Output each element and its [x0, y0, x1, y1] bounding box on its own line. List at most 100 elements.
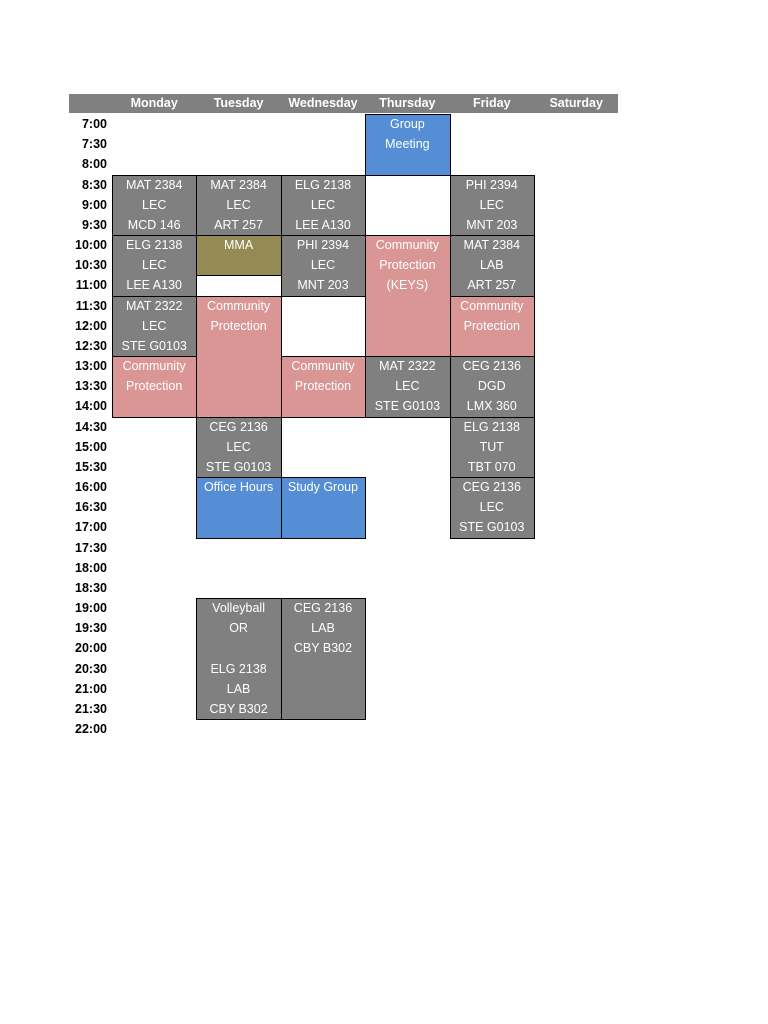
block-text: MAT 2384	[125, 177, 183, 192]
block-text: Protection	[379, 258, 436, 273]
schedule-block	[449, 235, 535, 297]
time-label: 15:30	[75, 459, 107, 474]
schedule-block	[280, 174, 367, 236]
block-text: CEG 2136	[462, 359, 521, 374]
block-text: Protection	[294, 379, 352, 394]
header-bar	[69, 94, 618, 113]
block-text: ELG 2138	[294, 177, 352, 192]
schedule-block	[280, 356, 367, 418]
block-text: ELG 2138	[463, 419, 520, 434]
time-label: 21:30	[75, 701, 107, 716]
block-text: CEG 2136	[293, 601, 353, 616]
block-text: LEC	[479, 197, 504, 212]
time-label: 7:00	[81, 117, 107, 131]
block-text: LEE A130	[295, 217, 351, 232]
block-text: Meeting	[385, 137, 430, 152]
block-text: LAB	[226, 681, 251, 696]
block-text: ART 257	[214, 217, 264, 232]
block-text: Community	[206, 298, 271, 313]
time-label: 19:00	[75, 601, 107, 616]
block-text: Community	[375, 238, 439, 253]
block-text: LMX 360	[466, 399, 517, 414]
block-text: TUT	[479, 439, 504, 454]
time-label: 9:00	[81, 197, 107, 212]
block-text: LEC	[142, 258, 167, 273]
block-text: CEG 2136	[209, 419, 268, 434]
block-text: LEC	[226, 439, 251, 454]
day-header: Wednesday	[288, 96, 358, 110]
block-text: LEC	[142, 318, 167, 333]
block-text: CBY B302	[209, 701, 268, 716]
day-header: Friday	[473, 96, 511, 110]
time-label: 12:30	[75, 338, 107, 353]
time-label: 10:30	[75, 258, 107, 273]
schedule-block	[449, 416, 535, 479]
block-text: LAB	[311, 621, 335, 636]
block-text: Protection	[126, 379, 183, 394]
block-text: CEG 2136	[462, 480, 521, 495]
day-header: Thursday	[379, 96, 436, 110]
schedule-block	[365, 114, 451, 176]
time-label: 10:00	[75, 238, 107, 253]
schedule-block	[449, 477, 535, 539]
time-label: 13:00	[75, 359, 107, 374]
block-text: MMA	[224, 238, 254, 253]
schedule-block	[280, 598, 367, 721]
time-label: 11:00	[75, 278, 107, 293]
schedule-block	[449, 356, 535, 418]
time-label: 7:30	[81, 137, 107, 152]
block-text: MCD 146	[127, 217, 181, 232]
block-text: (KEYS)	[386, 278, 429, 293]
day-header: Saturday	[549, 96, 603, 110]
day-header: Tuesday	[213, 96, 264, 110]
block-text: Protection	[463, 318, 520, 333]
time-label: 12:00	[75, 318, 107, 333]
block-text: MAT 2384	[463, 238, 521, 253]
schedule-block	[280, 477, 367, 539]
block-text: Protection	[210, 318, 267, 333]
schedule-block	[280, 295, 367, 358]
block-text: STE G0103	[374, 399, 441, 414]
time-label: 8:00	[81, 157, 107, 172]
time-label: 11:30	[75, 298, 107, 313]
block-text: Study Group	[287, 480, 359, 495]
block-text: DGD	[477, 379, 506, 394]
block-text: TBT 070	[467, 459, 516, 474]
block-text: PHI 2394	[296, 238, 350, 253]
schedule-block	[196, 295, 282, 418]
block-text: ELG 2138	[126, 238, 183, 253]
time-label: 15:00	[75, 439, 107, 454]
time-label: 18:00	[75, 560, 107, 575]
block-text: Volleyball	[212, 601, 265, 616]
time-label: 19:30	[75, 621, 107, 636]
block-text: STE G0103	[205, 459, 272, 474]
block-text: LAB	[479, 258, 504, 273]
block-text: STE G0103	[459, 520, 525, 535]
time-label: 16:30	[75, 500, 107, 515]
schedule-block	[196, 598, 282, 721]
block-text: MNT 203	[297, 278, 349, 293]
block-text: Community	[122, 359, 186, 374]
block-text: Community	[291, 359, 355, 374]
block-text: PHI 2394	[465, 177, 518, 192]
time-label: 18:30	[75, 580, 107, 595]
block-text: LEC	[142, 197, 167, 212]
block-text: LEC	[479, 500, 504, 515]
block-text: ELG 2138	[210, 661, 267, 676]
block-text: LEC	[310, 197, 336, 212]
schedule-block	[196, 235, 282, 277]
time-label: 8:30	[81, 177, 107, 192]
schedule-block	[365, 356, 451, 418]
schedule-block	[196, 275, 282, 297]
block-text: STE G0103	[121, 338, 187, 353]
time-label: 21:00	[75, 681, 107, 696]
block-text: Group	[390, 117, 425, 131]
block-text: MAT 2322	[125, 298, 183, 313]
block-text: Office Hours	[203, 480, 274, 495]
block-text: LEE A130	[126, 278, 182, 293]
block-text: ART 257	[467, 278, 517, 293]
block-text: LEC	[310, 258, 336, 273]
time-label: 20:00	[75, 641, 107, 656]
time-label: 16:00	[75, 480, 107, 495]
time-label: 9:30	[81, 217, 107, 232]
